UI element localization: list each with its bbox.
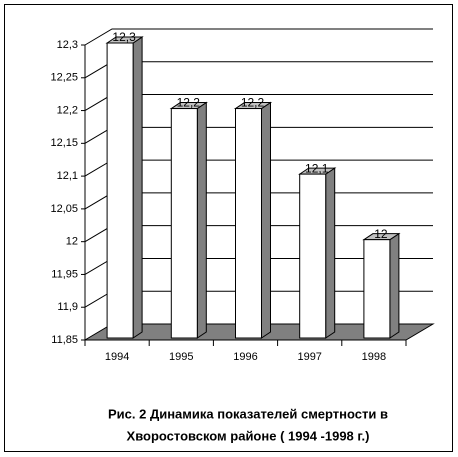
x-tick-label: 1998 (362, 351, 386, 363)
y-tick-label: 12,25 (50, 72, 78, 84)
x-tick-label: 1997 (297, 351, 321, 363)
y-tick-label: 11,95 (51, 268, 78, 280)
bar (105, 36, 144, 339)
bar-front (170, 108, 198, 339)
y-tick-label: 12 (66, 236, 78, 248)
y-tick-label: 12,2 (57, 104, 78, 116)
bar-side (261, 101, 271, 339)
value-label: 12,2 (241, 96, 265, 110)
x-tick-label: 1995 (169, 351, 193, 363)
chart-frame (4, 4, 453, 452)
chart-title: Хворостовском районе ( 1994 -1998 г.) (127, 428, 370, 443)
y-tick-label: 12,05 (50, 203, 78, 215)
bar-front (106, 42, 134, 339)
bar-side (132, 36, 143, 339)
value-label: 12 (374, 227, 388, 241)
y-tick-label: 11,85 (51, 334, 78, 346)
bar-side (389, 232, 400, 339)
x-tick-label: 1996 (233, 351, 257, 363)
chart-title: Рис. 2 Динамика показателей смертности в (108, 406, 388, 421)
y-tick-label: 12,1 (57, 170, 78, 182)
x-tick-label: 1994 (105, 351, 129, 363)
bar (169, 101, 208, 339)
bar-side (196, 101, 207, 339)
bar (362, 232, 401, 339)
value-label: 12,3 (112, 30, 136, 44)
value-label: 12,2 (177, 96, 201, 110)
bar-side (325, 167, 336, 339)
bar-front (235, 108, 262, 339)
y-tick-label: 11,9 (57, 301, 78, 313)
grid-line (84, 28, 433, 46)
value-label: 12,1 (305, 161, 329, 175)
y-tick-label: 12,3 (57, 39, 78, 51)
bar-front (363, 239, 391, 339)
bar-front (299, 173, 327, 339)
bar (233, 101, 273, 339)
y-tick-label: 12,15 (50, 137, 78, 149)
bar (298, 167, 337, 339)
